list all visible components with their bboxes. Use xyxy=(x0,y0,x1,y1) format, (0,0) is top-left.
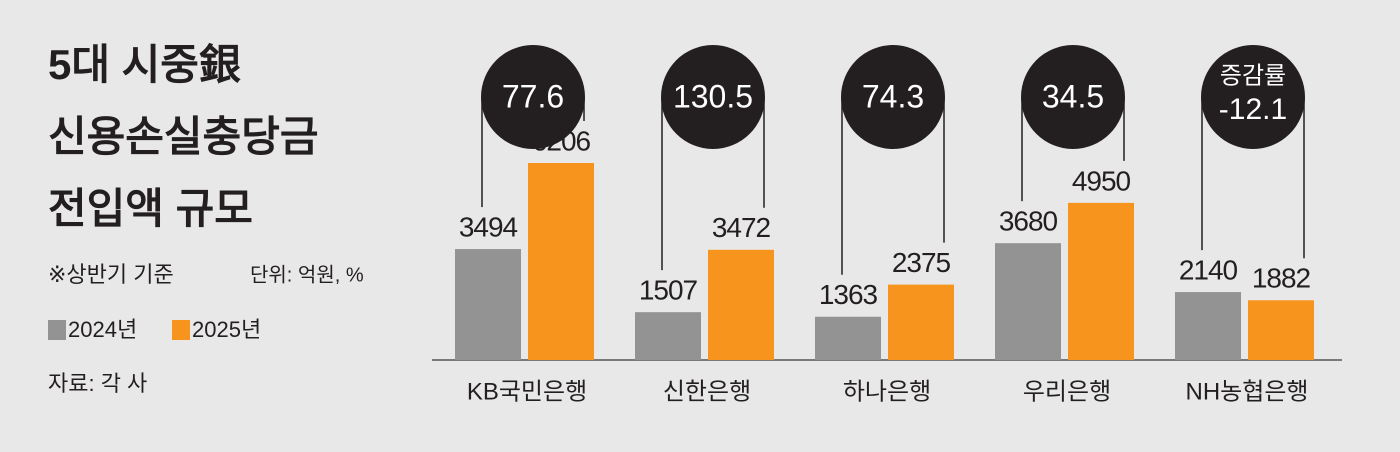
legend-label: 2025년 xyxy=(192,317,261,342)
bar xyxy=(815,316,881,360)
bar xyxy=(455,249,521,360)
bar xyxy=(635,312,701,360)
x-tick-label: NH농협은행 xyxy=(1186,378,1309,405)
value-label: 1363 xyxy=(819,279,878,310)
change-label: 34.5 xyxy=(1042,78,1104,114)
value-label: 3472 xyxy=(712,212,771,243)
change-title: 증감률 xyxy=(1220,62,1286,89)
bar xyxy=(995,243,1061,360)
source: 자료: 각 사 xyxy=(48,371,147,396)
change-label: 130.5 xyxy=(673,78,753,114)
bar xyxy=(888,284,954,360)
x-tick-label: 우리은행 xyxy=(1023,378,1111,405)
bar xyxy=(708,249,774,360)
value-label: 1507 xyxy=(639,275,698,306)
legend-swatch xyxy=(48,320,66,340)
bar xyxy=(528,163,594,360)
legend-label: 2024년 xyxy=(68,317,137,342)
change-circle xyxy=(661,45,765,149)
chart-title: 전입액 규모 xyxy=(48,185,253,232)
legend-swatch xyxy=(172,320,190,340)
change-circle xyxy=(481,45,585,149)
bar xyxy=(1175,292,1241,360)
x-tick-label: 하나은행 xyxy=(843,378,931,405)
x-tick-label: KB국민은행 xyxy=(467,378,587,405)
change-circle xyxy=(1021,45,1125,149)
bar xyxy=(1068,202,1134,360)
value-label: 1882 xyxy=(1252,263,1311,294)
value-label: 3494 xyxy=(459,211,518,242)
value-label: 3680 xyxy=(999,206,1058,237)
note: ※상반기 기준 xyxy=(48,262,174,287)
change-circle xyxy=(1201,45,1305,149)
value-label: 2375 xyxy=(892,247,951,278)
value-label: 4950 xyxy=(1072,165,1131,196)
change-label: 77.6 xyxy=(502,78,564,114)
chart-title: 신용손실충당금 xyxy=(48,113,318,160)
change-label: -12.1 xyxy=(1219,93,1287,126)
change-circle xyxy=(841,45,945,149)
bar xyxy=(1248,300,1314,360)
chart-title: 5대 시중銀 xyxy=(48,41,241,88)
change-label: 74.3 xyxy=(862,78,924,114)
x-tick-label: 신한은행 xyxy=(663,378,751,405)
unit: 단위: 억원, % xyxy=(250,263,364,286)
value-label: 2140 xyxy=(1179,254,1238,285)
